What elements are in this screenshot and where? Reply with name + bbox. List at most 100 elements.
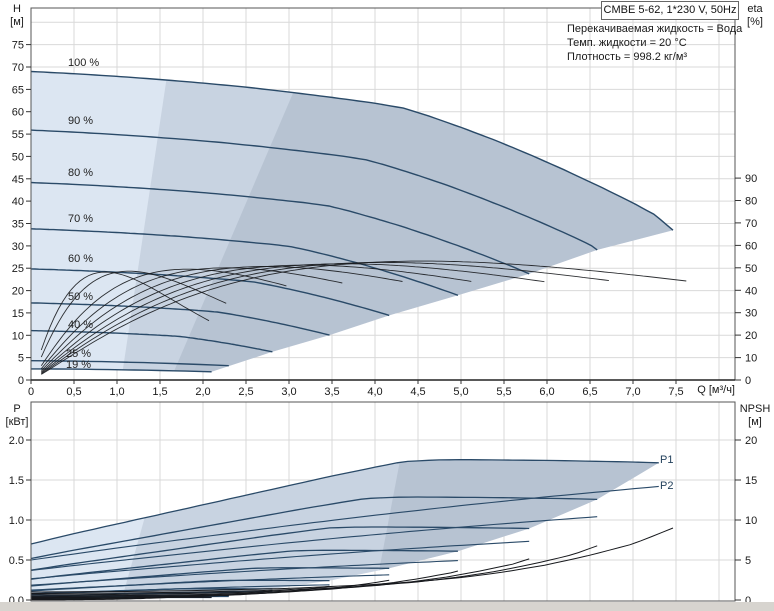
- tick-label: 5: [745, 555, 751, 567]
- tick-label: P2: [660, 480, 673, 492]
- power-envelope: [31, 459, 659, 598]
- tick-label: 60: [745, 240, 757, 252]
- bottom-plot-border: [30, 401, 736, 602]
- tick-label: 45: [12, 174, 24, 186]
- p1-curve: [30, 496, 598, 560]
- tick-label: 1,5: [152, 386, 167, 398]
- eta-curve: [40, 271, 210, 351]
- tick-label: 20: [745, 330, 757, 342]
- h-axis-name: H: [13, 3, 21, 15]
- tick-label: 90: [745, 173, 757, 185]
- p1-curve: [30, 458, 659, 545]
- liquid-info-line: Перекачиваемая жидкость = Вода: [567, 23, 743, 35]
- p2-curve: [30, 516, 598, 571]
- p-axis-unit: [кВт]: [5, 416, 29, 428]
- tick-label: 20: [12, 286, 24, 298]
- qh-curve-25%: [30, 360, 229, 367]
- tick-label: 7,0: [625, 386, 640, 398]
- tick-label: 90 %: [68, 115, 93, 127]
- tick-label: 80: [745, 196, 757, 208]
- qh-curve-50%: [30, 302, 330, 336]
- tick-label: 10: [745, 515, 757, 527]
- tick-label: 70: [12, 62, 24, 74]
- eta-axis-name: eta: [747, 3, 763, 15]
- p2-curve: [30, 485, 659, 561]
- tick-label: 40 %: [68, 319, 93, 331]
- tick-label: 1,0: [109, 386, 124, 398]
- tick-label: 30: [745, 308, 757, 320]
- tick-label: P1: [660, 454, 673, 466]
- tick-label: 10: [745, 353, 757, 365]
- tick-label: 6,0: [539, 386, 554, 398]
- tick-label: 50: [745, 263, 757, 275]
- p1-curve: [30, 579, 330, 592]
- tick-label: 50: [12, 151, 24, 163]
- operating-envelope: [31, 71, 673, 372]
- window-bottom-strip: [0, 602, 774, 611]
- qh-curve-100%: [30, 70, 674, 231]
- tick-label: 3,0: [281, 386, 296, 398]
- pump-type-legend-box: CMBE 5-62, 1*230 V, 50Hz: [601, 1, 739, 20]
- npsh-curve: [30, 558, 530, 596]
- tick-label: 5: [18, 353, 24, 365]
- eta-curves: [40, 260, 687, 375]
- tick-label: 100 %: [68, 57, 99, 69]
- qh-curve-40%: [30, 329, 273, 353]
- tick-label: 15: [745, 475, 757, 487]
- density-info-line: Плотность = 998.2 кг/м³: [567, 51, 688, 63]
- tick-label: 2.0: [9, 435, 24, 447]
- tick-label: 6,5: [582, 386, 597, 398]
- qh-curve-60%: [30, 268, 390, 317]
- npsh-axis-unit: [м]: [748, 416, 762, 428]
- tick-label: 30: [12, 241, 24, 253]
- tick-label: 55: [12, 129, 24, 141]
- qh-curve-19%: [31, 368, 212, 373]
- npsh-axis-name: NPSH: [739, 403, 771, 415]
- tick-label: 0: [28, 386, 34, 398]
- qh-curve-90%: [30, 129, 598, 251]
- p2-curve: [30, 540, 530, 580]
- tick-label: 5,0: [453, 386, 468, 398]
- tick-label: 40: [745, 285, 757, 297]
- tick-label: 25: [12, 263, 24, 275]
- tick-label: 70: [745, 218, 757, 230]
- p1-curve: [30, 526, 530, 571]
- tick-label: 75: [12, 40, 24, 52]
- tick-label: 15: [12, 308, 24, 320]
- top-chart: 0 0,5 1,0 1,5 2,0 2,5 3,0 3,5 4,0 4,5 5,0 5,5 6,0 6,5…: [12, 7, 758, 398]
- tick-label: 65: [12, 84, 24, 96]
- tick-label: 4,5: [410, 386, 425, 398]
- qh-curve-80%: [30, 181, 530, 275]
- top-tick-labels: 0 0,5 1,0 1,5 2,0 2,5 3,0 3,5 4,0 4,5 5,0 5,5 6,0 6,5…: [12, 40, 758, 398]
- eta-curve: [40, 267, 343, 369]
- pump-type-title: CMBE 5-62, 1*230 V, 50Hz: [603, 4, 737, 16]
- eta-curve: [41, 263, 545, 374]
- tick-label: 50 %: [68, 291, 93, 303]
- npsh-curve: [31, 570, 459, 597]
- tick-label: 3,5: [324, 386, 339, 398]
- p1-curve: [30, 588, 273, 595]
- tick-label: 4,0: [367, 386, 382, 398]
- tick-label: 5,5: [496, 386, 511, 398]
- tick-label: 35: [12, 219, 24, 231]
- tick-label: 0: [745, 595, 751, 607]
- tick-label: 40: [12, 196, 24, 208]
- tick-label: 1.5: [9, 475, 24, 487]
- tick-label: 7,5: [668, 386, 683, 398]
- tick-label: 80 %: [68, 167, 93, 179]
- tick-label: 2,5: [238, 386, 253, 398]
- eta-curve: [40, 270, 227, 358]
- tick-label: 20: [745, 435, 757, 447]
- temperature-info-line: Темп. жидкости = 20 °C: [567, 37, 687, 49]
- tick-label: 25 %: [66, 348, 91, 360]
- tick-label: 0: [745, 375, 751, 387]
- eta-curve: [41, 264, 472, 373]
- tick-label: 60 %: [68, 253, 93, 265]
- tick-label: 60: [12, 107, 24, 119]
- eta-curve: [40, 268, 287, 367]
- tick-label: 1.0: [9, 515, 24, 527]
- qh-speed-curves: [30, 70, 674, 373]
